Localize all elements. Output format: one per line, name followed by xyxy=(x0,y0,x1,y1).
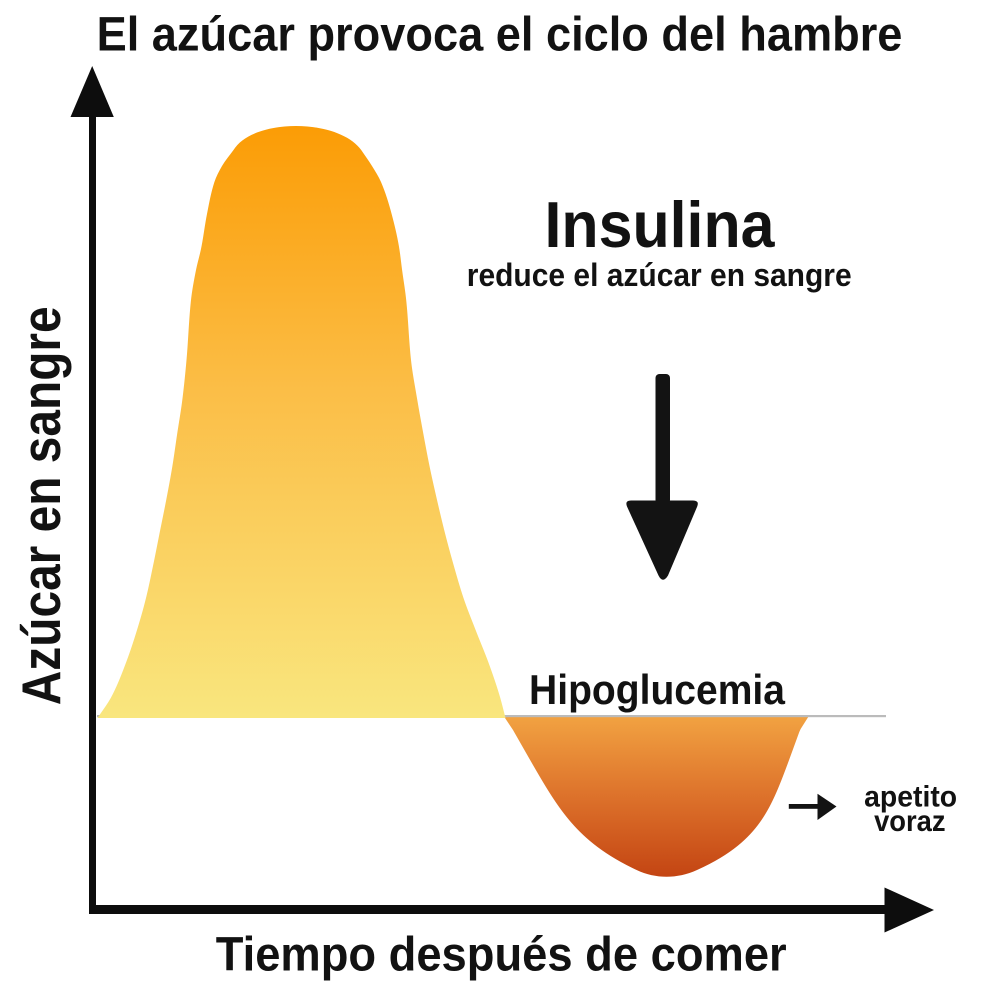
svg-text:El azúcar provoca el ciclo del: El azúcar provoca el ciclo del hambre xyxy=(97,7,903,61)
svg-text:apetito: apetito xyxy=(864,781,957,814)
svg-text:Tiempo después de comer: Tiempo después de comer xyxy=(216,927,787,981)
svg-text:Hipoglucemia: Hipoglucemia xyxy=(529,666,785,714)
svg-text:Azúcar en sangre: Azúcar en sangre xyxy=(10,306,72,705)
svg-text:voraz: voraz xyxy=(874,805,945,838)
svg-text:reduce el azúcar en sangre: reduce el azúcar en sangre xyxy=(467,257,852,293)
svg-text:Insulina: Insulina xyxy=(545,189,776,261)
